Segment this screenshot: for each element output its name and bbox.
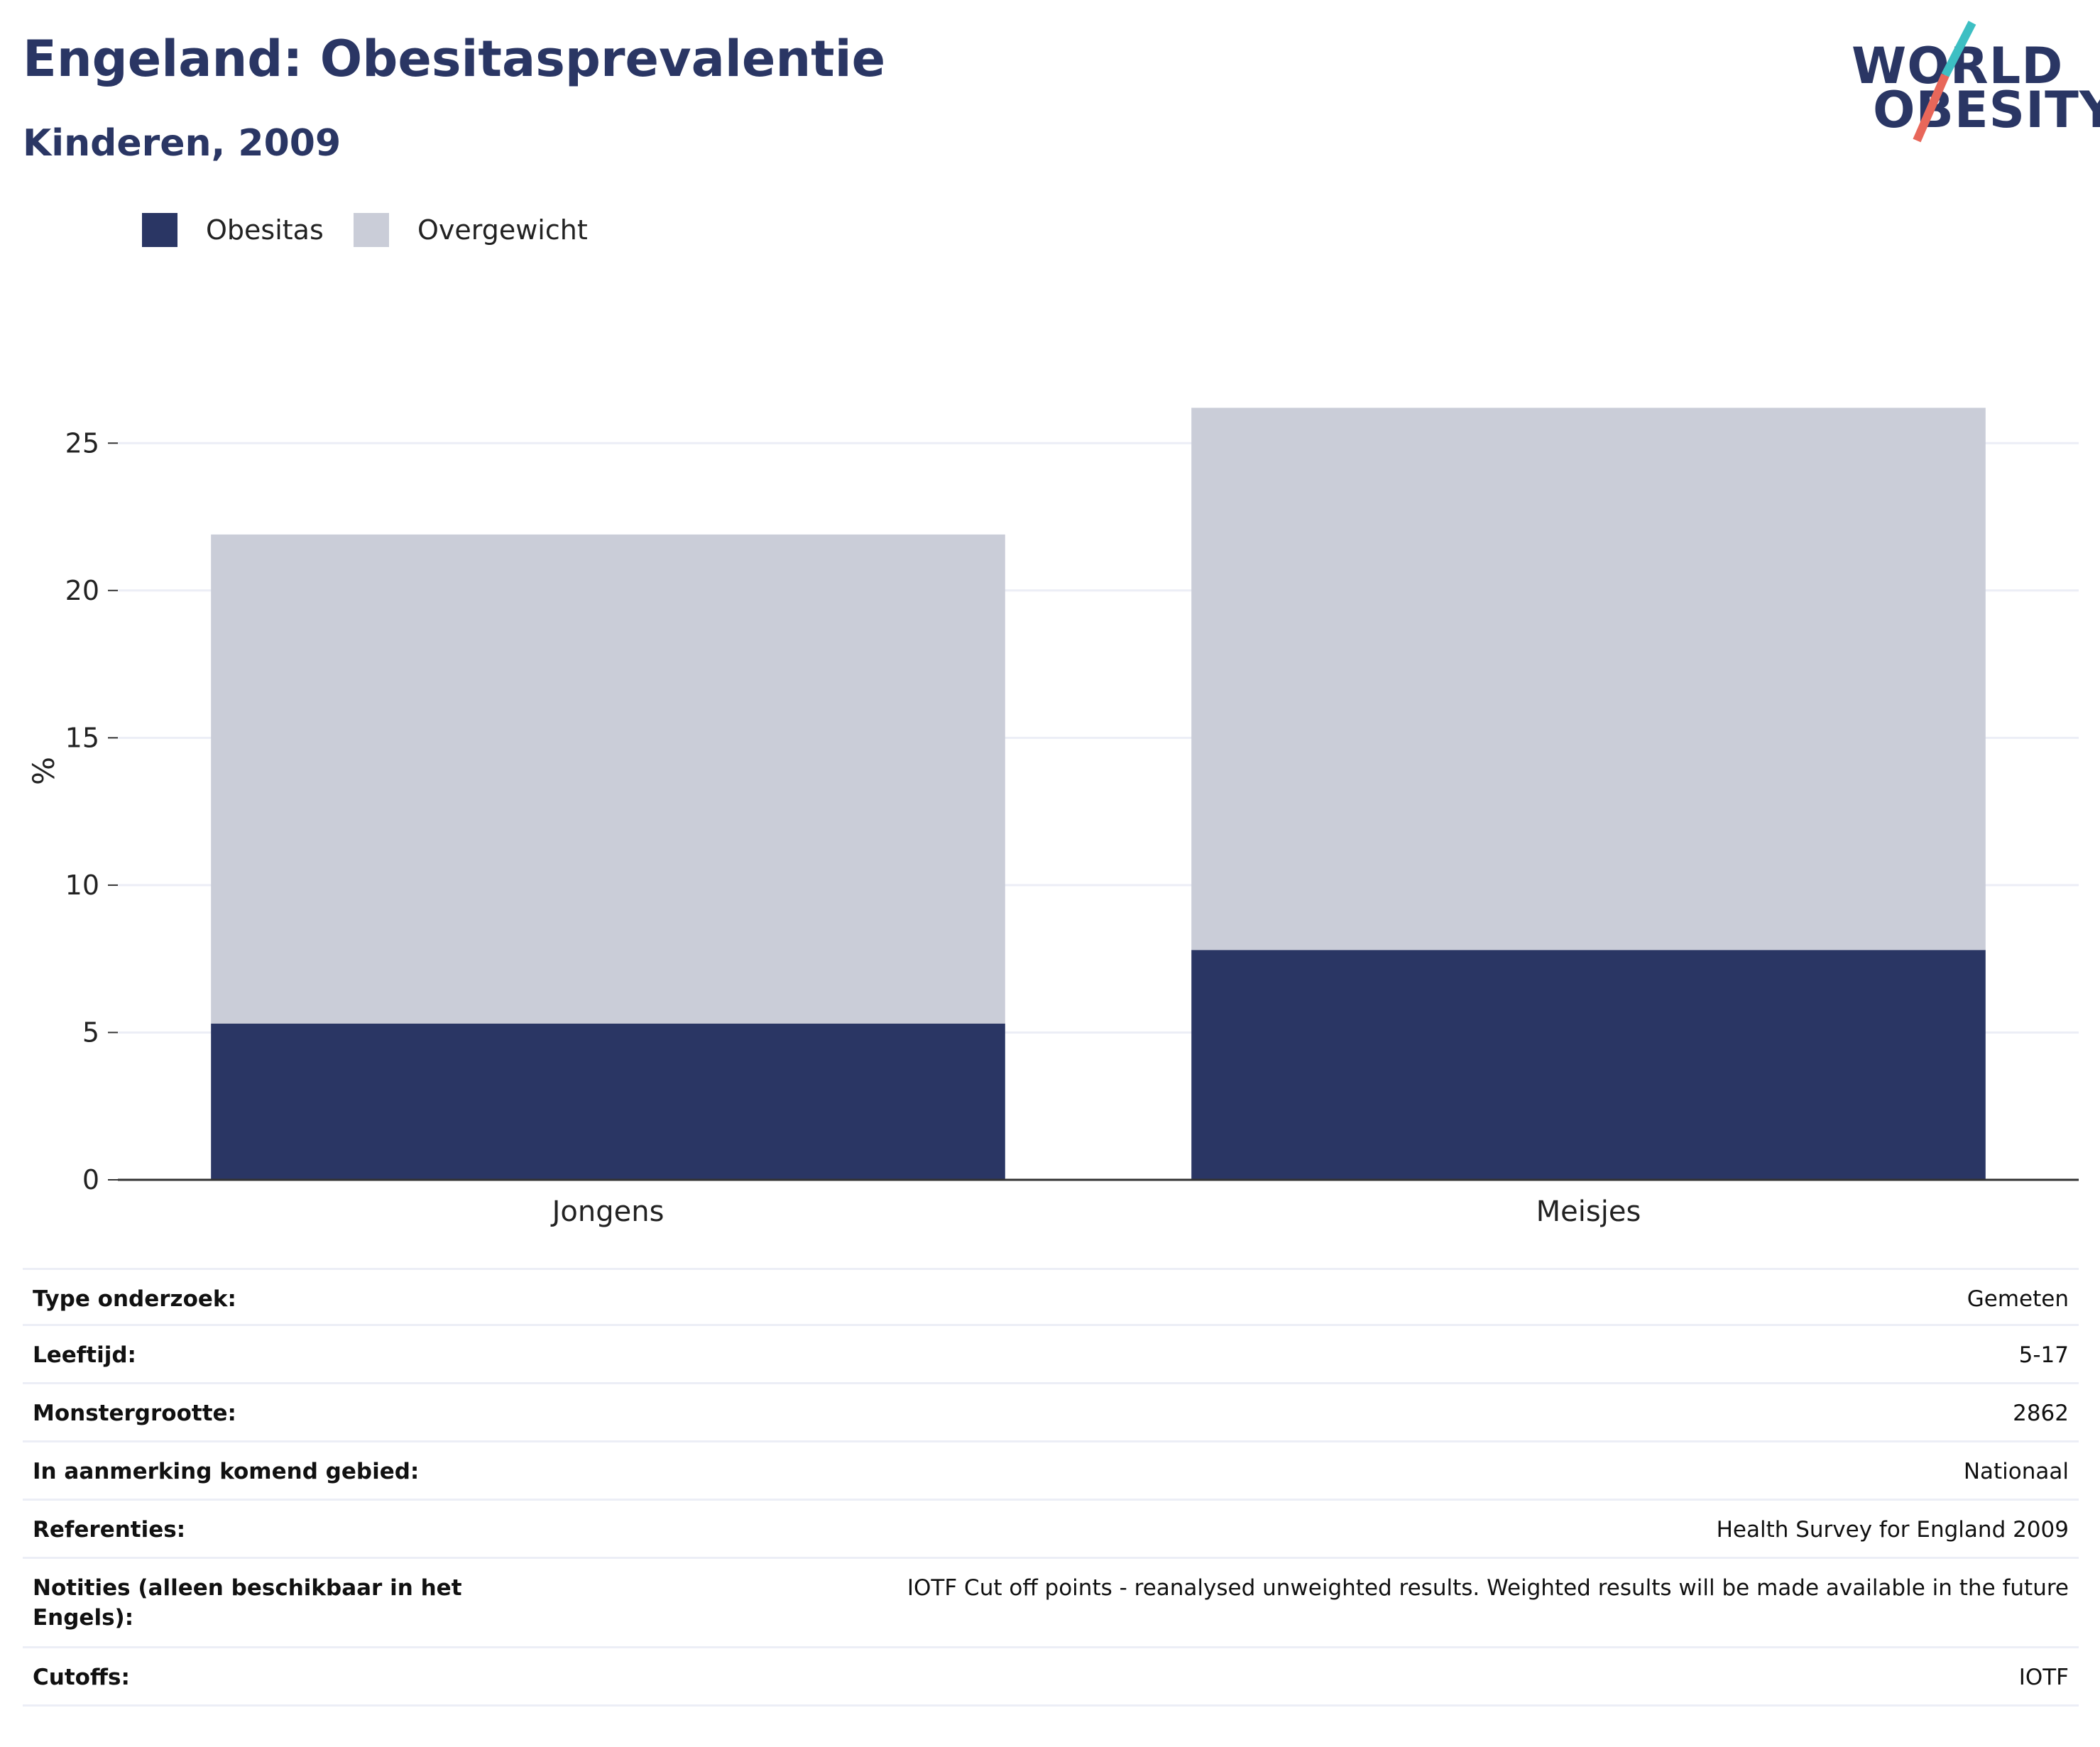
y-tick-label: 10 bbox=[65, 870, 99, 901]
chart-subtitle: Kinderen, 2009 bbox=[23, 122, 341, 165]
y-tick-label: 15 bbox=[65, 722, 99, 753]
logo-slash-icon bbox=[1913, 21, 1976, 143]
info-row: In aanmerking komend gebied: Nationaal bbox=[23, 1442, 2079, 1501]
info-row-label: Type onderzoek: bbox=[33, 1286, 236, 1312]
legend-label-obesitas: Obesitas bbox=[206, 214, 324, 246]
info-table: Type onderzoek: Gemeten Leeftijd: 5-17 Monst… bbox=[23, 1268, 2079, 1707]
info-row: Cutoffs: IOTF bbox=[23, 1648, 2079, 1707]
info-row-value: Health Survey for England 2009 bbox=[1716, 1517, 2069, 1543]
info-row: Monstergrootte: 2862 bbox=[23, 1384, 2079, 1442]
y-axis-label: % bbox=[26, 757, 61, 785]
info-row-label: Leeftijd: bbox=[33, 1342, 136, 1368]
bar-obesitas-jongens bbox=[211, 1024, 1005, 1180]
chart-title: Engeland: Obesitasprevalentie bbox=[23, 30, 886, 88]
legend-swatch-obesitas bbox=[142, 213, 177, 247]
info-row-label: In aanmerking komend gebied: bbox=[33, 1459, 420, 1484]
info-row-value: 2862 bbox=[2013, 1401, 2069, 1426]
info-row-label: Monstergrootte: bbox=[33, 1401, 236, 1426]
legend-label-overgewicht: Overgewicht bbox=[417, 214, 588, 246]
x-tick-label: Meisjes bbox=[1536, 1195, 1641, 1228]
info-row-label: Referenties: bbox=[33, 1517, 186, 1543]
bar-obesitas-meisjes bbox=[1191, 950, 1986, 1180]
y-tick-label: 0 bbox=[82, 1164, 99, 1195]
y-tick-label: 25 bbox=[65, 427, 99, 459]
info-row-label: Cutoffs: bbox=[33, 1665, 130, 1690]
x-tick-label: Jongens bbox=[550, 1195, 665, 1228]
info-row-value: Gemeten bbox=[1967, 1286, 2069, 1312]
bar-chart: 0 5 10 15 20 25 Jongens Meisjes% bbox=[26, 407, 2079, 1228]
y-tick-label: 20 bbox=[65, 575, 99, 606]
info-row-value: IOTF bbox=[2018, 1665, 2069, 1690]
y-tick-label: 5 bbox=[82, 1017, 99, 1048]
legend-swatch-overgewicht bbox=[354, 213, 389, 247]
bar-overgewicht-meisjes bbox=[1191, 407, 1986, 951]
info-row: Type onderzoek: Gemeten bbox=[23, 1268, 2079, 1326]
info-row-value: 5-17 bbox=[2018, 1342, 2069, 1368]
info-row-value: IOTF Cut off points - reanalysed unweigh… bbox=[907, 1575, 2069, 1601]
info-row: Leeftijd: 5-17 bbox=[23, 1326, 2079, 1384]
info-row: Notities (alleen beschikbaar in het Enge… bbox=[23, 1559, 2079, 1648]
info-row: Referenties: Health Survey for England 20… bbox=[23, 1501, 2079, 1559]
info-row-value: Nationaal bbox=[1963, 1459, 2069, 1484]
world-obesity-logo: WORLD OBESITY bbox=[1852, 20, 2100, 148]
bar-overgewicht-jongens bbox=[211, 534, 1005, 1024]
logo-line-2: OBESITY bbox=[1873, 81, 2100, 139]
info-row-label: Notities (alleen beschikbaar in het Enge… bbox=[33, 1575, 462, 1631]
